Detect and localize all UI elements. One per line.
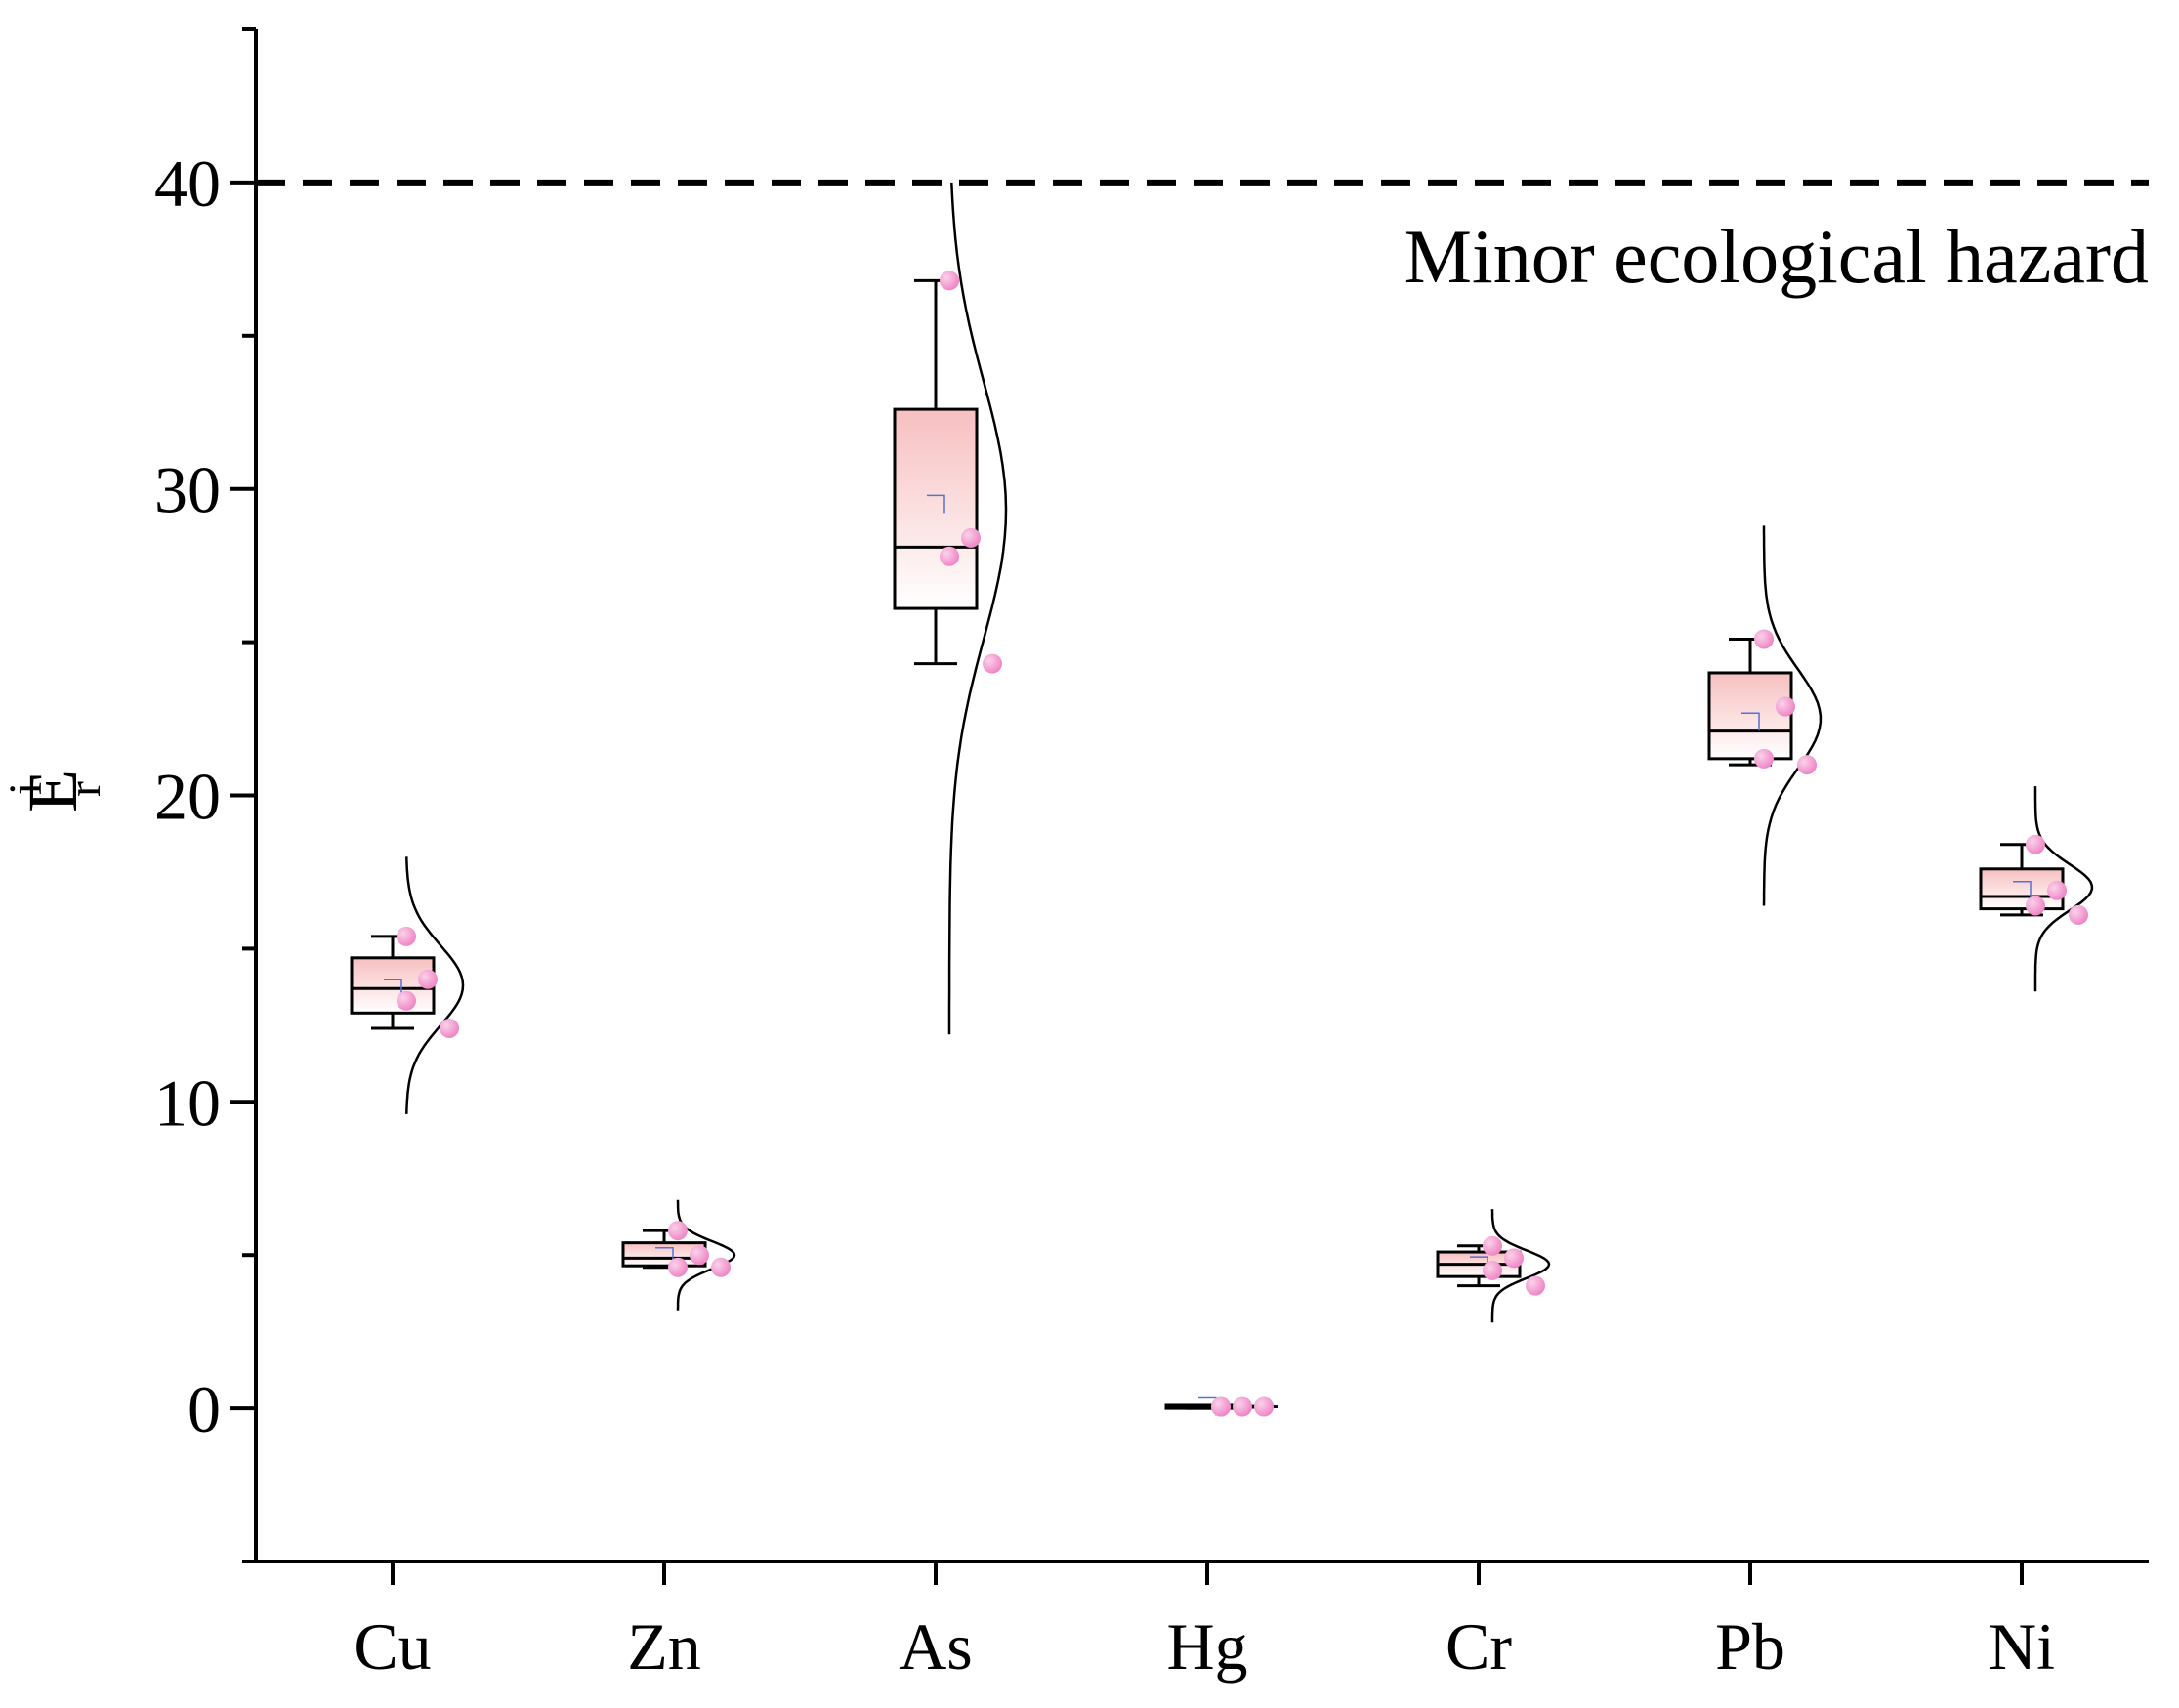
box-group-cr <box>1436 1209 1551 1323</box>
distribution-curve <box>1762 525 1823 906</box>
distribution-curve <box>676 1199 736 1311</box>
data-point <box>1233 1396 1252 1417</box>
data-point <box>1504 1248 1524 1269</box>
x-tick-label-hg: Hg <box>1166 1609 1247 1684</box>
distribution-curve <box>947 182 1008 1035</box>
plot-area <box>350 182 2094 1417</box>
x-tick-label-cr: Cr <box>1446 1609 1512 1684</box>
data-point <box>397 990 416 1011</box>
x-tick-label-zn: Zn <box>627 1609 701 1684</box>
data-point <box>440 1018 459 1038</box>
distribution-curve <box>1490 1209 1551 1323</box>
box-group-as <box>893 182 1008 1035</box>
data-point <box>2069 904 2088 925</box>
data-point <box>1754 748 1774 769</box>
y-tick-label: 0 <box>188 1372 221 1446</box>
data-point <box>1797 755 1817 775</box>
mean-marker <box>384 979 402 998</box>
data-point <box>1754 629 1774 649</box>
box-group-cu <box>350 856 465 1114</box>
data-point <box>1483 1260 1502 1280</box>
mean-marker <box>1741 712 1760 731</box>
box-iqr <box>893 407 979 610</box>
data-point <box>2047 880 2067 900</box>
distribution-curve <box>2033 786 2094 992</box>
data-point <box>690 1245 709 1266</box>
x-tick-label-cu: Cu <box>354 1609 431 1684</box>
box-group-ni <box>1979 786 2094 992</box>
y-tick-label: 20 <box>154 760 221 834</box>
y-tick-label: 40 <box>154 146 221 221</box>
data-point <box>1526 1275 1545 1296</box>
box-iqr <box>1707 671 1793 761</box>
data-point <box>2026 896 2045 916</box>
data-point <box>1776 696 1795 717</box>
data-point <box>961 527 981 548</box>
data-point <box>1254 1396 1274 1417</box>
y-tick-label: 10 <box>154 1065 221 1140</box>
threshold-annotation: Minor ecological hazard <box>1404 214 2149 299</box>
y-axis-title-sub: r <box>59 781 110 797</box>
box-iqr <box>350 956 436 1015</box>
data-point <box>2026 834 2045 854</box>
box-group-pb <box>1707 525 1823 906</box>
mean-marker <box>927 494 945 514</box>
distribution-curve <box>405 856 465 1114</box>
data-point <box>418 969 438 989</box>
data-point <box>1211 1396 1231 1417</box>
x-tick-label-as: As <box>899 1609 973 1684</box>
y-axis-title-main: E <box>14 770 92 812</box>
data-point <box>940 271 959 291</box>
data-point <box>1483 1235 1502 1256</box>
data-point <box>397 926 416 946</box>
mean-marker <box>2013 881 2032 899</box>
y-tick-label: 30 <box>154 453 221 527</box>
x-tick-label-ni: Ni <box>1989 1609 2055 1684</box>
svg-text:E: E <box>14 770 92 812</box>
x-tick-label-pb: Pb <box>1715 1609 1785 1684</box>
data-point <box>668 1257 688 1277</box>
x-axis-ticks: Cu Zn As Hg Cr Pb Ni <box>354 1562 2055 1684</box>
data-point <box>668 1221 688 1241</box>
y-axis-title: E i r <box>0 770 110 812</box>
y-axis-ticks: 0 10 20 30 40 <box>154 27 256 1563</box>
box-group-zn <box>621 1199 736 1311</box>
y-axis-title-sup: i <box>0 782 52 795</box>
box-group-hg <box>1164 1396 1278 1417</box>
data-point <box>940 546 959 566</box>
data-point <box>711 1257 731 1277</box>
data-point <box>983 653 1002 674</box>
